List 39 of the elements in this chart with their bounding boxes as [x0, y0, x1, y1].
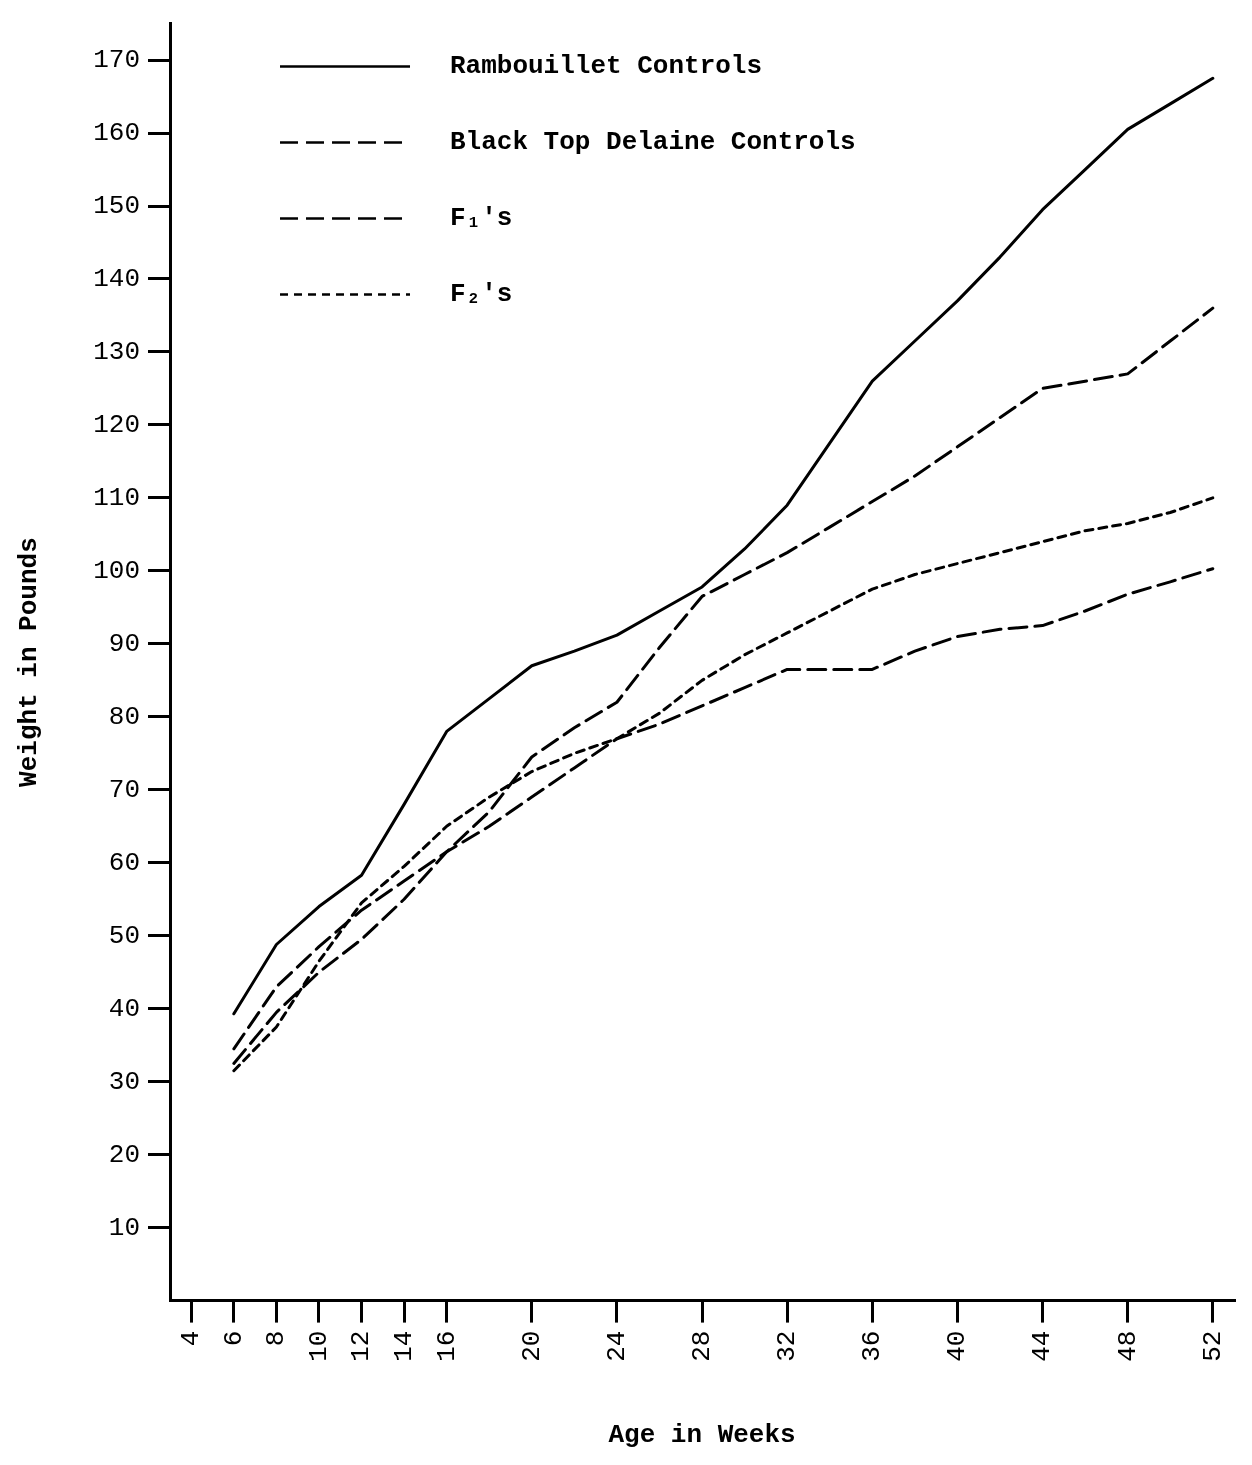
y-tick-label: 160 [93, 117, 141, 148]
y-tick-label: 170 [93, 44, 141, 75]
y-tick-label: 40 [108, 993, 141, 1024]
y-tick-label: 70 [108, 774, 141, 805]
x-tick-label: 36 [857, 1330, 888, 1362]
x-axis-title: Age in Weeks [608, 1419, 796, 1450]
y-tick-label: 110 [93, 482, 141, 513]
x-tick-label: 4 [176, 1330, 207, 1347]
x-tick-label: 40 [942, 1330, 973, 1362]
x-tick-label: 10 [303, 1330, 334, 1362]
x-tick-label: 8 [261, 1330, 292, 1347]
y-tick-label: 140 [93, 263, 141, 294]
y-tick-label: 130 [93, 336, 141, 367]
legend-label: Black Top Delaine Controls [450, 127, 856, 158]
y-tick-label: 80 [108, 701, 141, 732]
x-tick-label: 24 [601, 1330, 632, 1362]
y-axis-title: Weight in Pounds [14, 537, 45, 787]
x-tick-label: 44 [1027, 1330, 1058, 1362]
y-tick-label: 150 [93, 190, 141, 221]
x-tick-label: 20 [516, 1330, 547, 1362]
y-tick-label: 100 [93, 555, 141, 586]
x-tick-label: 48 [1112, 1330, 1143, 1362]
x-tick-label: 12 [346, 1330, 377, 1362]
x-tick-label: 32 [772, 1330, 803, 1362]
y-tick-label: 90 [108, 628, 141, 659]
y-tick-label: 30 [108, 1066, 141, 1097]
x-tick-label: 52 [1197, 1330, 1228, 1362]
y-tick-label: 10 [108, 1212, 141, 1243]
legend-label: F₁'s [450, 203, 513, 234]
y-tick-label: 120 [93, 409, 141, 440]
legend-label: F₂'s [450, 279, 513, 310]
y-tick-label: 60 [108, 847, 141, 878]
y-tick-label: 20 [108, 1139, 141, 1170]
x-tick-label: 16 [431, 1330, 462, 1362]
x-tick-label: 6 [218, 1330, 249, 1347]
x-tick-label: 28 [686, 1330, 717, 1362]
y-tick-label: 50 [108, 920, 141, 951]
legend-label: Rambouillet Controls [450, 51, 763, 82]
x-tick-label: 14 [388, 1330, 419, 1362]
